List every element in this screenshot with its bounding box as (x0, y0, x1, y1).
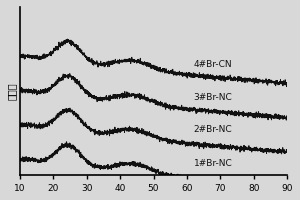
Text: 3#Br-NC: 3#Br-NC (194, 93, 232, 102)
Text: 2#Br-NC: 2#Br-NC (194, 125, 232, 134)
Text: 4#Br-CN: 4#Br-CN (194, 60, 232, 69)
Y-axis label: 峰强度: 峰强度 (7, 82, 17, 100)
Text: 1#Br-NC: 1#Br-NC (194, 159, 232, 168)
